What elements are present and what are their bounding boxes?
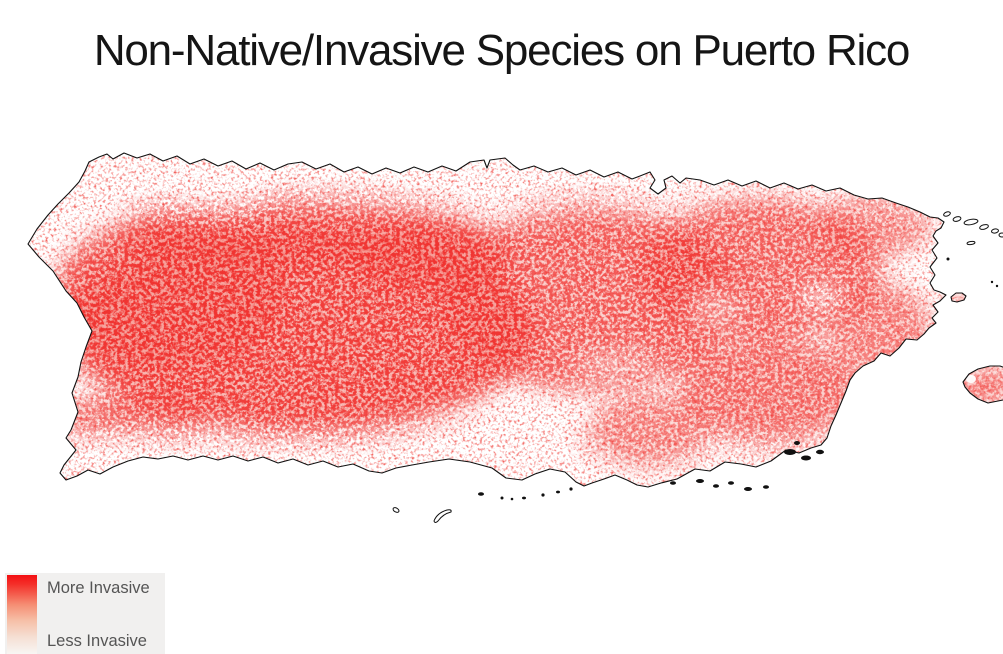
- legend-more-label: More Invasive: [47, 579, 150, 597]
- heat-speckle-dense: [28, 153, 1003, 487]
- invasive-heat-layer: [28, 153, 1003, 487]
- map-title: Non-Native/Invasive Species on Puerto Ri…: [93, 26, 911, 75]
- northeast-islets: [943, 211, 1003, 246]
- scatter-islet-dots: [478, 257, 999, 501]
- vieques-clear-notch: [966, 375, 976, 383]
- legend-less-label: Less Invasive: [47, 632, 147, 650]
- map-legend: More Invasive Less Invasive: [5, 573, 165, 654]
- south-islets: [392, 507, 452, 523]
- legend-gradient-bar: [7, 575, 37, 654]
